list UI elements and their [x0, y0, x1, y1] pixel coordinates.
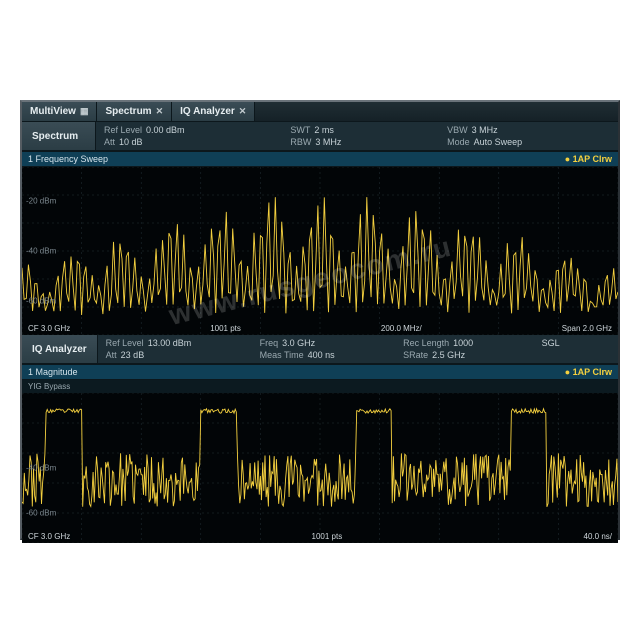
- iq-params: Ref Level13.00 dBmAtt23 dB Freq3.0 GHzMea…: [98, 335, 618, 363]
- iq-footer-cf: CF 3.0 GHz: [26, 532, 72, 541]
- iq-subnote-text: YIG Bypass: [28, 382, 70, 391]
- param: SGL: [542, 337, 610, 349]
- tab-bar: MultiView ▦ Spectrum ✕ IQ Analyzer ✕: [22, 102, 618, 122]
- tab-spectrum[interactable]: Spectrum ✕: [97, 102, 172, 121]
- iq-chip[interactable]: IQ Analyzer: [22, 335, 98, 363]
- param: ModeAuto Sweep: [447, 136, 610, 148]
- spectrum-section-header: Spectrum Ref Level0.00 dBmAtt10 dB SWT2 m…: [22, 122, 618, 151]
- tab-multiview[interactable]: MultiView ▦: [22, 102, 97, 121]
- y-tick: -60 dBm: [26, 509, 56, 518]
- param: Meas Time400 ns: [260, 349, 385, 361]
- param: VBW3 MHz: [447, 124, 610, 136]
- tab-iq-label: IQ Analyzer: [180, 106, 235, 117]
- y-tick: -60 dBm: [26, 297, 56, 306]
- spectrum-footer-pts: 1001 pts: [208, 324, 243, 333]
- param: Ref Level13.00 dBm: [106, 337, 242, 349]
- iq-section-header: IQ Analyzer Ref Level13.00 dBmAtt23 dB Fr…: [22, 335, 618, 364]
- iq-footer-pts: 1001 pts: [310, 532, 345, 541]
- iq-pane-title: 1 Magnitude: [28, 367, 78, 377]
- y-tick: -20 dBm: [26, 196, 56, 205]
- param: Att23 dB: [106, 349, 242, 361]
- iq-plot[interactable]: CF 3.0 GHz 1001 pts 40.0 ns/ -40 dBm -60 …: [22, 393, 618, 543]
- iq-footer: CF 3.0 GHz 1001 pts 40.0 ns/: [22, 532, 618, 541]
- param: RBW3 MHz: [290, 136, 429, 148]
- spectrum-pane-title-bar: 1 Frequency Sweep ● 1AP Clrw: [22, 151, 618, 167]
- param: Att10 dB: [104, 136, 272, 148]
- iq-footer-perdiv: 40.0 ns/: [582, 532, 614, 541]
- spectrum-chip[interactable]: Spectrum: [22, 122, 96, 150]
- iq-subnote: YIG Bypass: [22, 380, 618, 393]
- spectrum-footer-perdiv: 200.0 MHz/: [379, 324, 424, 333]
- iq-trace-tag: ● 1AP Clrw: [565, 367, 612, 377]
- param: Ref Level0.00 dBm: [104, 124, 272, 136]
- param: SWT2 ms: [290, 124, 429, 136]
- tab-multiview-label: MultiView: [30, 106, 76, 117]
- iq-pane-title-bar: 1 Magnitude ● 1AP Clrw: [22, 364, 618, 380]
- param: Rec Length1000: [403, 337, 523, 349]
- tab-spectrum-label: Spectrum: [105, 106, 151, 117]
- multiview-grid-icon: ▦: [80, 106, 89, 117]
- spectrum-footer-span: Span 2.0 GHz: [560, 324, 614, 333]
- spectrum-plot[interactable]: CF 3.0 GHz 1001 pts 200.0 MHz/ Span 2.0 …: [22, 167, 618, 335]
- tab-iq-analyzer[interactable]: IQ Analyzer ✕: [172, 102, 255, 121]
- analyzer-window: MultiView ▦ Spectrum ✕ IQ Analyzer ✕ Spe…: [20, 100, 620, 540]
- tab-iq-close-icon[interactable]: ✕: [239, 106, 247, 117]
- spectrum-footer-cf: CF 3.0 GHz: [26, 324, 72, 333]
- param: SRate2.5 GHz: [403, 349, 523, 361]
- spectrum-footer: CF 3.0 GHz 1001 pts 200.0 MHz/ Span 2.0 …: [22, 324, 618, 333]
- y-tick: -40 dBm: [26, 247, 56, 256]
- tab-bar-rest: [255, 102, 618, 121]
- tab-spectrum-close-icon[interactable]: ✕: [156, 106, 164, 117]
- y-tick: -40 dBm: [26, 464, 56, 473]
- spectrum-params: Ref Level0.00 dBmAtt10 dB SWT2 msRBW3 MHz…: [96, 122, 618, 150]
- param: Freq3.0 GHz: [260, 337, 385, 349]
- spectrum-pane-title: 1 Frequency Sweep: [28, 154, 108, 164]
- spectrum-trace-tag: ● 1AP Clrw: [565, 154, 612, 164]
